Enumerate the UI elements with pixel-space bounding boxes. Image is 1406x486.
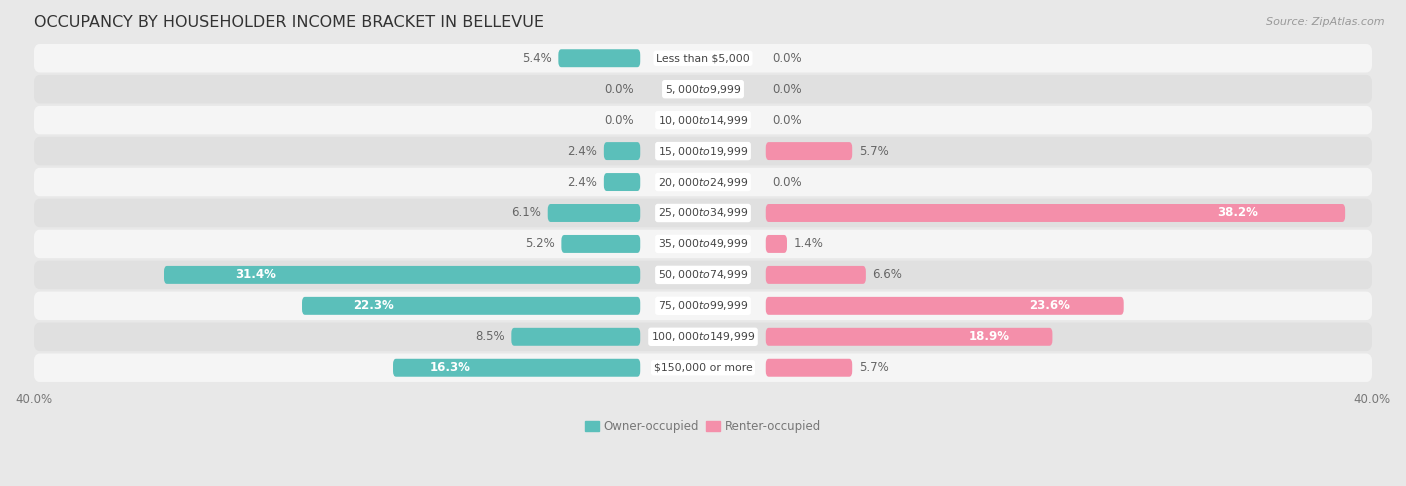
FancyBboxPatch shape (561, 235, 640, 253)
Text: 5.4%: 5.4% (522, 52, 551, 65)
FancyBboxPatch shape (34, 44, 1372, 72)
FancyBboxPatch shape (34, 106, 1372, 134)
Text: $25,000 to $34,999: $25,000 to $34,999 (658, 207, 748, 220)
FancyBboxPatch shape (34, 323, 1372, 351)
FancyBboxPatch shape (558, 49, 640, 67)
FancyBboxPatch shape (34, 230, 1372, 258)
FancyBboxPatch shape (34, 75, 1372, 104)
Text: 0.0%: 0.0% (605, 114, 634, 127)
Text: 8.5%: 8.5% (475, 330, 505, 343)
Text: 38.2%: 38.2% (1218, 207, 1258, 220)
Text: 0.0%: 0.0% (772, 175, 801, 189)
FancyBboxPatch shape (302, 297, 640, 315)
FancyBboxPatch shape (34, 137, 1372, 165)
Text: $10,000 to $14,999: $10,000 to $14,999 (658, 114, 748, 127)
Text: Less than $5,000: Less than $5,000 (657, 53, 749, 63)
FancyBboxPatch shape (766, 359, 852, 377)
Text: 6.6%: 6.6% (873, 268, 903, 281)
FancyBboxPatch shape (34, 353, 1372, 382)
FancyBboxPatch shape (34, 199, 1372, 227)
Text: OCCUPANCY BY HOUSEHOLDER INCOME BRACKET IN BELLEVUE: OCCUPANCY BY HOUSEHOLDER INCOME BRACKET … (34, 15, 544, 30)
Text: $35,000 to $49,999: $35,000 to $49,999 (658, 238, 748, 250)
Text: $5,000 to $9,999: $5,000 to $9,999 (665, 83, 741, 96)
Text: 2.4%: 2.4% (567, 175, 598, 189)
Text: $20,000 to $24,999: $20,000 to $24,999 (658, 175, 748, 189)
Text: 1.4%: 1.4% (794, 238, 824, 250)
Text: 23.6%: 23.6% (1029, 299, 1070, 312)
Text: 0.0%: 0.0% (772, 52, 801, 65)
Text: $100,000 to $149,999: $100,000 to $149,999 (651, 330, 755, 343)
Text: 5.7%: 5.7% (859, 361, 889, 374)
FancyBboxPatch shape (766, 328, 1053, 346)
FancyBboxPatch shape (766, 297, 1123, 315)
FancyBboxPatch shape (165, 266, 640, 284)
FancyBboxPatch shape (34, 260, 1372, 289)
Text: Source: ZipAtlas.com: Source: ZipAtlas.com (1267, 17, 1385, 27)
FancyBboxPatch shape (34, 292, 1372, 320)
FancyBboxPatch shape (603, 173, 640, 191)
FancyBboxPatch shape (548, 204, 640, 222)
FancyBboxPatch shape (512, 328, 640, 346)
FancyBboxPatch shape (766, 142, 852, 160)
Text: $50,000 to $74,999: $50,000 to $74,999 (658, 268, 748, 281)
FancyBboxPatch shape (394, 359, 640, 377)
Text: 0.0%: 0.0% (605, 83, 634, 96)
FancyBboxPatch shape (766, 235, 787, 253)
FancyBboxPatch shape (603, 142, 640, 160)
FancyBboxPatch shape (34, 168, 1372, 196)
Text: 5.2%: 5.2% (524, 238, 555, 250)
Text: 0.0%: 0.0% (772, 114, 801, 127)
Text: $15,000 to $19,999: $15,000 to $19,999 (658, 145, 748, 157)
Text: 5.7%: 5.7% (859, 145, 889, 157)
FancyBboxPatch shape (766, 266, 866, 284)
Text: $150,000 or more: $150,000 or more (654, 363, 752, 373)
Text: $75,000 to $99,999: $75,000 to $99,999 (658, 299, 748, 312)
Text: 16.3%: 16.3% (430, 361, 471, 374)
Text: 22.3%: 22.3% (353, 299, 394, 312)
Text: 31.4%: 31.4% (235, 268, 277, 281)
Text: 18.9%: 18.9% (969, 330, 1010, 343)
FancyBboxPatch shape (766, 204, 1346, 222)
Text: 0.0%: 0.0% (772, 83, 801, 96)
Text: 2.4%: 2.4% (567, 145, 598, 157)
Text: 6.1%: 6.1% (512, 207, 541, 220)
Legend: Owner-occupied, Renter-occupied: Owner-occupied, Renter-occupied (579, 416, 827, 438)
